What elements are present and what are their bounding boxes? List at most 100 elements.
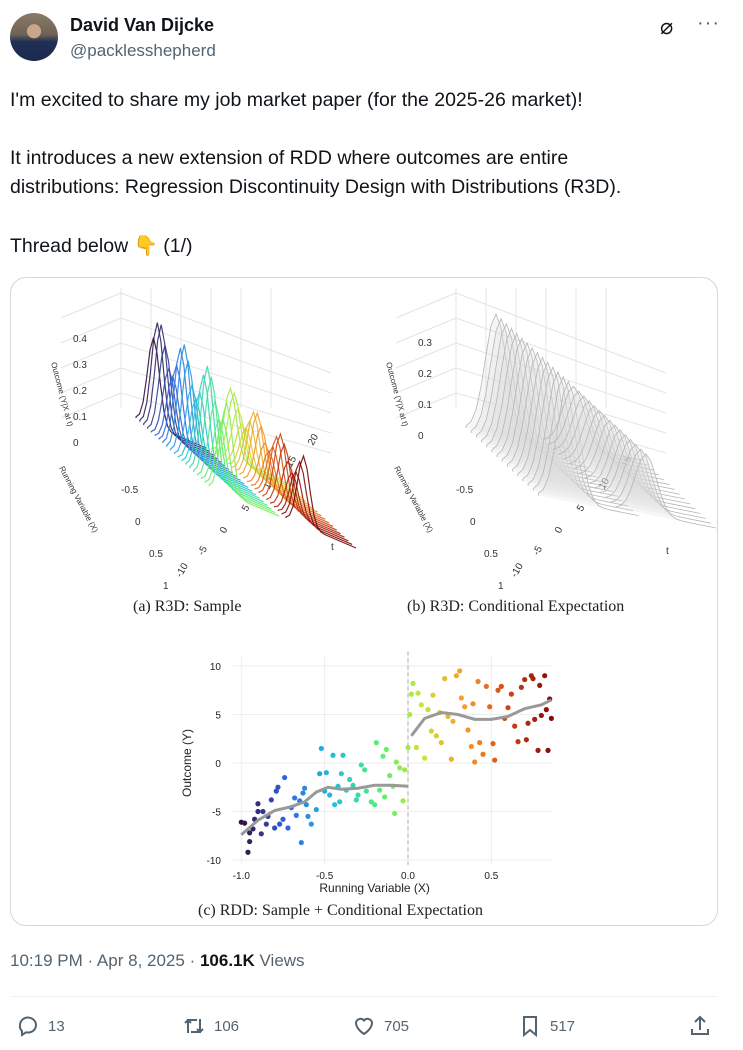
like-count: 705 — [384, 1017, 410, 1035]
data-point — [387, 773, 393, 779]
data-point — [468, 743, 474, 750]
data-point — [273, 788, 279, 794]
caption-b: (b) R3D: Conditional Expectation — [407, 598, 625, 615]
density-curve — [270, 459, 341, 535]
density-curve — [231, 419, 303, 499]
data-point — [532, 716, 538, 722]
data-point — [397, 765, 403, 771]
data-point — [433, 733, 439, 739]
view-count: 106.1K — [199, 951, 255, 970]
surface-strip — [579, 419, 680, 495]
like-button[interactable]: 705 — [352, 1014, 409, 1038]
surface-strip — [584, 424, 686, 500]
grid-line — [395, 392, 457, 419]
grid-line — [395, 292, 457, 319]
data-point — [377, 787, 383, 793]
grid-line — [60, 292, 122, 319]
surface-strip — [563, 405, 665, 481]
grok-icon[interactable]: ⌀ — [660, 14, 674, 39]
grid-line — [60, 367, 122, 394]
data-point — [450, 718, 456, 724]
repost-button[interactable]: 106 — [182, 1014, 239, 1038]
data-point — [535, 747, 541, 753]
data-point — [300, 790, 306, 796]
tweet-text-line: I'm excited to share my job market paper… — [10, 89, 583, 111]
data-point — [305, 813, 311, 819]
t-tick-label: 0 — [218, 525, 231, 536]
data-point — [413, 744, 419, 751]
data-point — [355, 792, 361, 798]
data-point — [457, 668, 463, 674]
share-icon — [691, 1015, 709, 1035]
data-point — [465, 727, 471, 733]
more-options-icon[interactable]: ··· — [697, 12, 720, 34]
t-tick-label: 5 — [575, 503, 588, 514]
data-point — [313, 806, 319, 813]
t-tick-label: 20 — [306, 432, 321, 448]
bookmark-icon — [523, 1016, 537, 1038]
share-button[interactable] — [688, 1014, 712, 1038]
data-point — [548, 715, 554, 721]
data-point — [247, 838, 253, 845]
avatar[interactable] — [10, 13, 58, 61]
data-point — [392, 810, 398, 817]
data-point — [293, 812, 299, 818]
data-point — [302, 785, 308, 791]
x-tick-label: -0.5 — [121, 485, 139, 496]
t-tick-label: -5 — [196, 544, 210, 558]
axis-label-running: Running Variable (X) — [57, 465, 100, 535]
timestamp[interactable]: 10:19 PM · Apr 8, 2025 — [10, 951, 185, 970]
surface-strip — [543, 385, 644, 461]
z-tick-label: 0.1 — [73, 412, 87, 423]
data-point — [543, 707, 549, 713]
tweet-media-image[interactable]: 0.4 0.3 0.2 0.1 0 Outcome (Y|X at t) Running V… — [10, 277, 718, 926]
y-tick-label: -5 — [212, 808, 221, 819]
t-tick-label: -10 — [174, 561, 191, 579]
data-point — [363, 788, 369, 794]
data-point — [542, 673, 548, 679]
density-curve — [220, 406, 291, 488]
data-point — [508, 691, 514, 697]
density-curve — [200, 417, 272, 510]
density-curve — [193, 376, 264, 503]
x-tick-label: 0.0 — [401, 871, 415, 882]
data-point — [475, 678, 481, 685]
data-point — [353, 797, 359, 803]
tweet-text-line: Thread below 👇 (1/) — [10, 235, 193, 257]
caption-c: (c) RDD: Sample + Conditional Expectatio… — [198, 902, 483, 919]
data-point — [487, 704, 493, 710]
repost-count: 106 — [214, 1017, 240, 1035]
reply-button[interactable]: 13 — [16, 1014, 65, 1038]
data-point — [317, 771, 323, 777]
data-point — [337, 799, 343, 805]
surface-strip — [569, 409, 670, 485]
bookmark-button[interactable]: 517 — [518, 1014, 575, 1038]
data-point — [458, 695, 464, 701]
data-point — [425, 707, 431, 713]
data-point — [477, 740, 483, 746]
author-handle[interactable]: @packlesshepherd — [70, 41, 216, 60]
data-point — [515, 739, 521, 745]
surface-strip — [553, 395, 655, 471]
tweet-text-line: distributions: Regression Discontinuity … — [10, 176, 622, 198]
data-point — [373, 740, 379, 746]
data-point — [495, 687, 501, 693]
data-point — [303, 802, 309, 808]
data-point — [393, 759, 399, 765]
tweet-meta: 10:19 PM · Apr 8, 2025 · 106.1K Views — [10, 951, 305, 970]
data-point — [530, 676, 536, 682]
author-name[interactable]: David Van Dijcke — [70, 15, 215, 35]
t-tick-label: -10 — [509, 561, 526, 579]
density-curve — [262, 431, 334, 528]
z-tick-label: 0 — [418, 431, 424, 442]
grid-line — [395, 367, 457, 394]
surface-strip — [600, 438, 701, 514]
data-point — [338, 771, 344, 777]
data-point — [245, 849, 251, 855]
x-tick-label: -1.0 — [233, 871, 251, 882]
views-label: Views — [259, 951, 305, 970]
data-point — [442, 676, 448, 682]
surface-strip — [574, 414, 675, 490]
surface-strip — [538, 380, 639, 516]
y-tick-label: -10 — [207, 856, 222, 867]
